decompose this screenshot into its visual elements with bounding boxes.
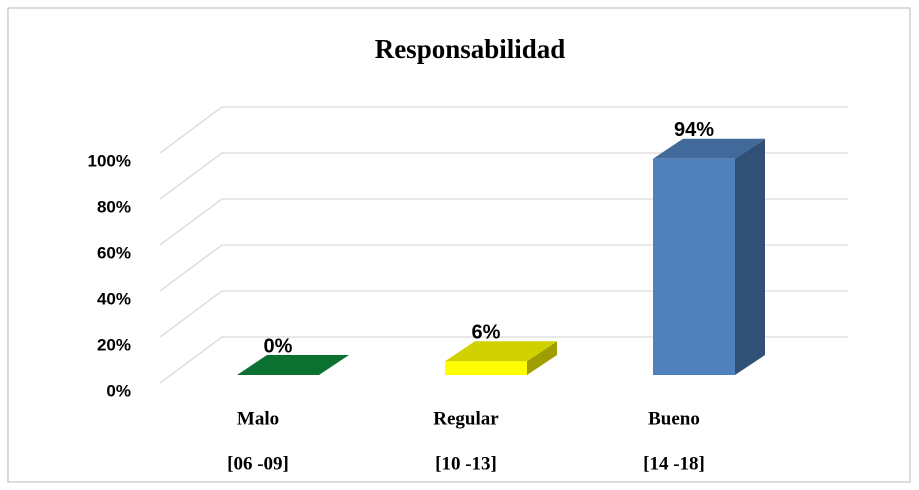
x-tick-label: Regular — [433, 408, 499, 429]
y-tick-label: 0% — [106, 381, 131, 400]
bar-top — [237, 355, 349, 375]
x-tick-label: Malo — [237, 408, 279, 429]
y-tick-label: 20% — [97, 335, 131, 354]
x-tick-range: [14 -18] — [643, 453, 705, 474]
grid-line — [159, 336, 223, 384]
x-tick-range: [10 -13] — [435, 453, 497, 474]
bar — [653, 158, 735, 375]
grid-line — [159, 106, 223, 154]
bar-top — [445, 341, 557, 362]
x-tick-label: Bueno — [648, 408, 700, 429]
y-tick-label: 100% — [88, 151, 131, 170]
chart-title: Responsabilidad — [375, 34, 566, 64]
value-label: 0% — [264, 335, 293, 357]
grid-line — [159, 244, 223, 292]
grid-line — [159, 290, 223, 338]
grid-line — [159, 152, 223, 200]
x-tick-range: [06 -09] — [227, 453, 289, 474]
y-tick-label: 60% — [97, 243, 131, 262]
value-label: 6% — [472, 321, 501, 343]
bar-side — [527, 341, 557, 375]
value-label: 94% — [674, 119, 714, 141]
bar-side — [735, 138, 765, 375]
y-tick-label: 80% — [97, 197, 131, 216]
bar-top — [653, 138, 765, 159]
bar — [445, 361, 527, 375]
grid-line — [159, 198, 223, 246]
y-tick-label: 40% — [97, 289, 131, 308]
